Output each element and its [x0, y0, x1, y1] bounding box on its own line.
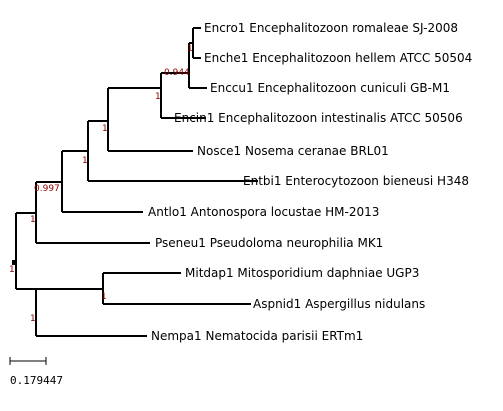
root-marker	[12, 260, 17, 265]
support-mitdap-aspnid: 1	[101, 292, 107, 302]
leaf-label-mitdap: Mitdap1 Mitosporidium daphniae UGP3	[185, 266, 419, 280]
support-values: 1 1 0.944 1 1 1 0.997 1 1 1	[9, 44, 193, 324]
leaf-label-encin: Encin1 Encephalitozoon intestinalis ATCC…	[174, 111, 463, 125]
leaf-label-encro: Encro1 Encephalitozoon romaleae SJ-2008	[204, 21, 458, 35]
leaf-label-pseneu: Pseneu1 Pseudoloma neurophilia MK1	[155, 236, 383, 250]
support-with-nempa: 1	[30, 314, 36, 324]
leaf-label-nosce: Nosce1 Nosema ceranae BRL01	[197, 144, 389, 158]
support-root: 1	[9, 265, 15, 275]
leaf-label-entbi: Entbi1 Enterocytozoon bieneusi H348	[243, 174, 469, 188]
scale-bar-label: 0.179447	[10, 374, 63, 387]
support-with-nosce: 1	[102, 124, 108, 134]
support-with-entbi: 1	[82, 156, 88, 166]
support-with-pseneu: 1	[30, 215, 36, 225]
leaf-labels: Encro1 Encephalitozoon romaleae SJ-2008 …	[148, 21, 472, 343]
leaf-label-enccu: Enccu1 Encephalitozoon cuniculi GB-M1	[210, 81, 450, 95]
scale-bar: 0.179447	[9, 357, 63, 387]
leaf-label-nempa: Nempa1 Nematocida parisii ERTm1	[151, 329, 363, 343]
support-encro-enccu: 0.944	[164, 68, 190, 78]
leaf-label-antlo: Antlo1 Antonospora locustae HM-2013	[148, 205, 379, 219]
leaf-label-aspnid: Aspnid1 Aspergillus nidulans	[253, 297, 425, 311]
support-encephalitozoon: 1	[155, 92, 161, 102]
leaf-label-enche: Enche1 Encephalitozoon hellem ATCC 50504	[204, 51, 472, 65]
support-with-antlo: 0.997	[34, 184, 60, 194]
support-encro-enche: 1	[187, 44, 193, 54]
tree-branches	[12, 27, 258, 337]
